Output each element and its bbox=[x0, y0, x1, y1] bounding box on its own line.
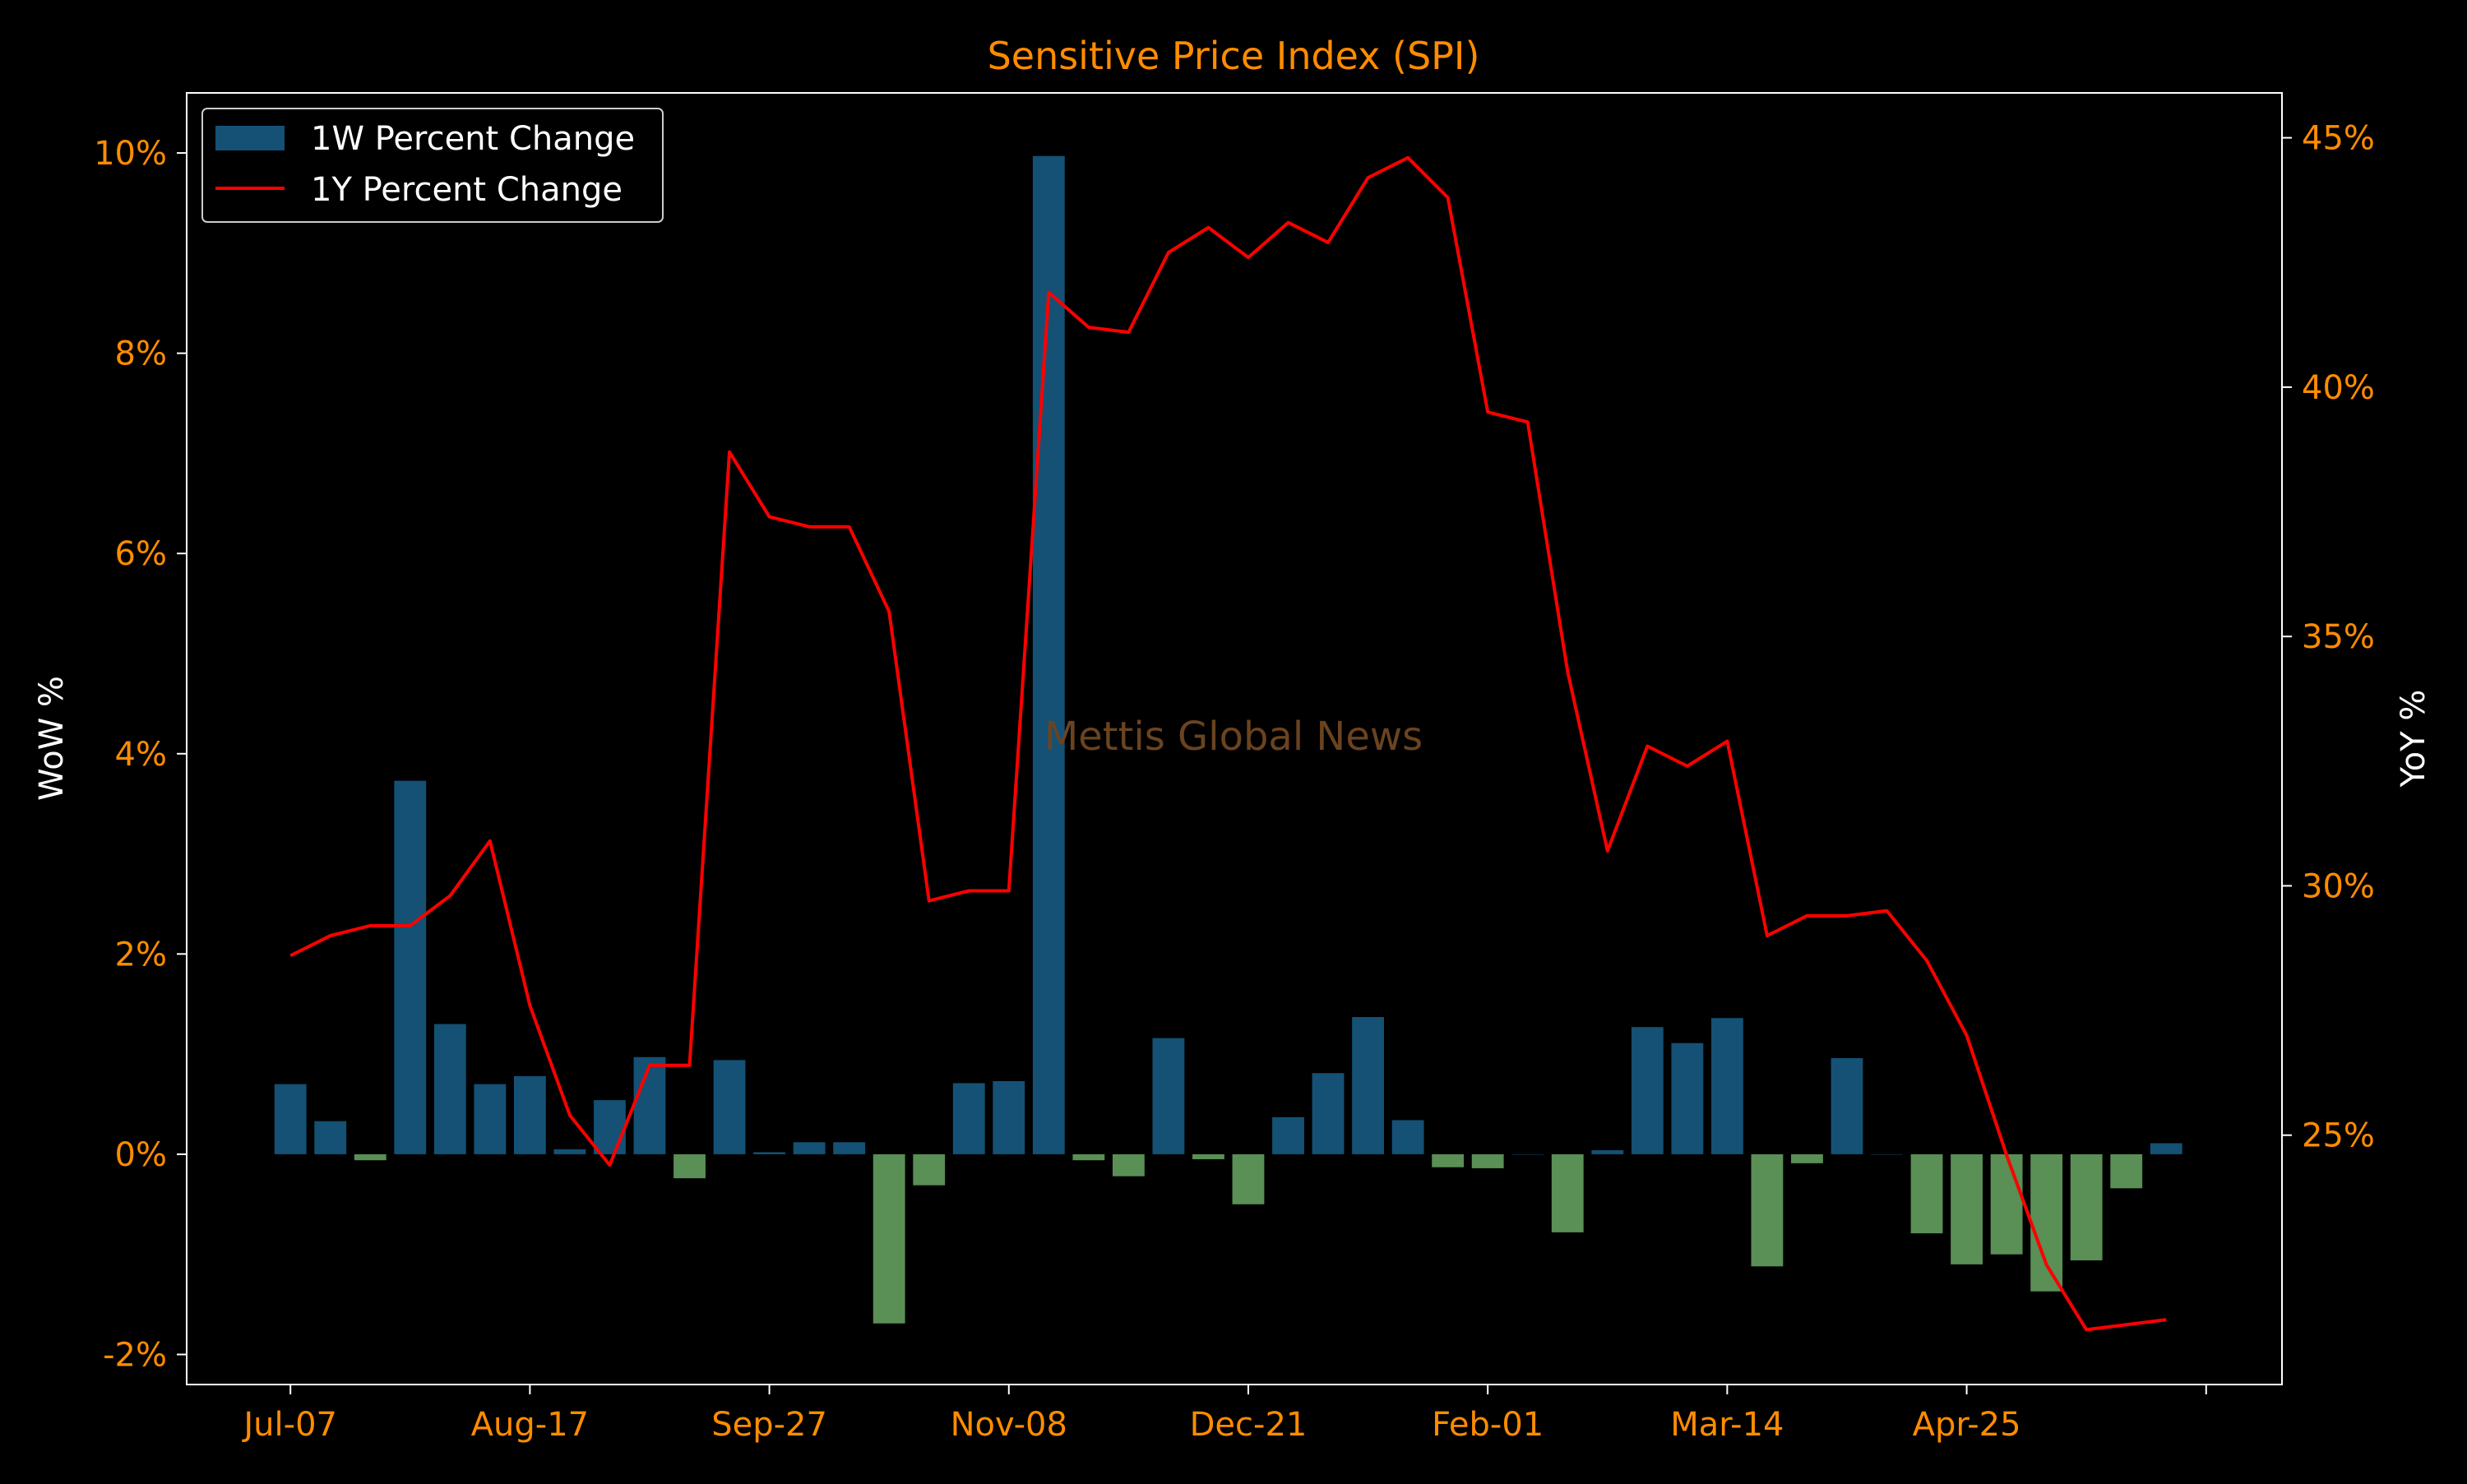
bar-30 bbox=[1471, 1153, 1504, 1168]
bars-layer bbox=[274, 155, 2182, 1324]
y-axis-left-title: WoW % bbox=[33, 676, 71, 801]
bar-37 bbox=[1751, 1153, 1784, 1267]
bar-26 bbox=[1312, 1073, 1345, 1154]
bar-45 bbox=[2070, 1153, 2103, 1260]
x-tick-label: Apr-25 bbox=[1913, 1406, 2021, 1444]
y-right-tick-label: 30% bbox=[2302, 867, 2375, 905]
bar-41 bbox=[1910, 1153, 1943, 1234]
plot-frame bbox=[186, 92, 2283, 1385]
x-tick-label: Feb-01 bbox=[1432, 1406, 1544, 1444]
bar-5 bbox=[474, 1084, 507, 1154]
bar-1 bbox=[314, 1121, 347, 1154]
y-left-tick-label: 10% bbox=[94, 135, 167, 173]
axes-layer: Jul-07 Aug-17 Sep-27 Nov-08 Dec-21 Feb-01 Mar-… bbox=[94, 92, 2375, 1444]
bar-22 bbox=[1152, 1038, 1185, 1154]
x-tick-label: Dec-21 bbox=[1190, 1406, 1308, 1444]
line-layer bbox=[289, 155, 2167, 1332]
y-left-tick-label: 8% bbox=[115, 335, 167, 373]
bar-31 bbox=[1511, 1153, 1544, 1155]
x-tick-label: Mar-14 bbox=[1670, 1406, 1784, 1444]
bar-12 bbox=[753, 1152, 785, 1154]
y-axis-right-title: YoY % bbox=[2395, 690, 2432, 788]
bar-27 bbox=[1352, 1017, 1384, 1154]
legend-bar-swatch bbox=[215, 126, 285, 150]
bar-3 bbox=[394, 780, 427, 1154]
bar-38 bbox=[1791, 1153, 1823, 1163]
bar-44 bbox=[2030, 1153, 2063, 1292]
bar-21 bbox=[1112, 1153, 1145, 1177]
x-tick-label: Sep-27 bbox=[711, 1406, 827, 1444]
bar-25 bbox=[1272, 1116, 1304, 1154]
text-layer: Sensitive Price Index (SPI) Mettis Globa… bbox=[33, 34, 2432, 801]
bar-23 bbox=[1192, 1153, 1224, 1159]
bar-43 bbox=[1990, 1153, 2023, 1255]
legend-label-1y: 1Y Percent Change bbox=[311, 171, 623, 209]
watermark-text: Mettis Global News bbox=[1044, 714, 1423, 760]
bar-11 bbox=[713, 1060, 746, 1154]
bar-7 bbox=[553, 1149, 586, 1154]
bar-24 bbox=[1232, 1153, 1265, 1204]
legend-label-1w: 1W Percent Change bbox=[311, 120, 635, 158]
bar-33 bbox=[1591, 1150, 1624, 1154]
bar-39 bbox=[1831, 1057, 1863, 1154]
bar-15 bbox=[872, 1153, 905, 1324]
x-tick-label: Jul-07 bbox=[241, 1406, 337, 1444]
bar-9 bbox=[633, 1056, 666, 1154]
y-right-tick-label: 35% bbox=[2302, 618, 2375, 656]
legend: 1W Percent Change 1Y Percent Change bbox=[201, 108, 664, 223]
y-left-tick-label: 2% bbox=[115, 936, 167, 973]
y-left-tick-label: -2% bbox=[103, 1336, 167, 1374]
bar-0 bbox=[274, 1084, 307, 1154]
bar-35 bbox=[1671, 1042, 1704, 1154]
bar-46 bbox=[2110, 1153, 2143, 1189]
bar-19 bbox=[1032, 155, 1065, 1154]
bar-32 bbox=[1551, 1153, 1584, 1232]
bar-34 bbox=[1631, 1027, 1664, 1154]
bar-4 bbox=[433, 1024, 466, 1154]
bar-17 bbox=[952, 1083, 985, 1154]
bar-29 bbox=[1432, 1153, 1465, 1167]
x-tick-label: Aug-17 bbox=[471, 1406, 589, 1444]
bar-18 bbox=[993, 1081, 1025, 1154]
y-right-tick-label: 45% bbox=[2302, 120, 2375, 158]
bar-28 bbox=[1391, 1120, 1424, 1154]
bar-13 bbox=[793, 1142, 826, 1154]
bar-36 bbox=[1710, 1018, 1743, 1154]
bar-6 bbox=[513, 1075, 546, 1154]
x-tick-label: Nov-08 bbox=[951, 1406, 1067, 1444]
yoy-line bbox=[289, 155, 2167, 1332]
legend-box bbox=[201, 108, 664, 223]
bar-8 bbox=[594, 1100, 626, 1154]
bar-42 bbox=[1951, 1153, 1983, 1264]
y-left-tick-label: 6% bbox=[115, 535, 167, 573]
y-right-tick-label: 25% bbox=[2302, 1117, 2375, 1155]
bar-10 bbox=[673, 1153, 706, 1179]
y-right-tick-label: 40% bbox=[2302, 369, 2375, 407]
y-left-tick-label: 4% bbox=[115, 736, 167, 774]
chart-title: Sensitive Price Index (SPI) bbox=[988, 34, 1480, 78]
bar-47 bbox=[2150, 1143, 2182, 1154]
bar-20 bbox=[1072, 1153, 1105, 1161]
y-left-tick-label: 0% bbox=[115, 1136, 167, 1174]
bar-40 bbox=[1871, 1153, 1903, 1155]
bar-2 bbox=[354, 1153, 386, 1161]
bar-16 bbox=[913, 1153, 946, 1186]
bar-14 bbox=[833, 1142, 866, 1154]
